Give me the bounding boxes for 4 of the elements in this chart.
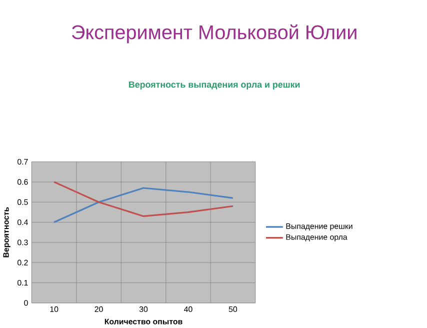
- chart-title: Эксперимент Мольковой Юлии: [72, 24, 356, 44]
- line-series: [53, 181, 234, 218]
- line-series: [53, 187, 234, 224]
- chart-subtitle: Вероятность выпадения орла и решки: [129, 82, 300, 90]
